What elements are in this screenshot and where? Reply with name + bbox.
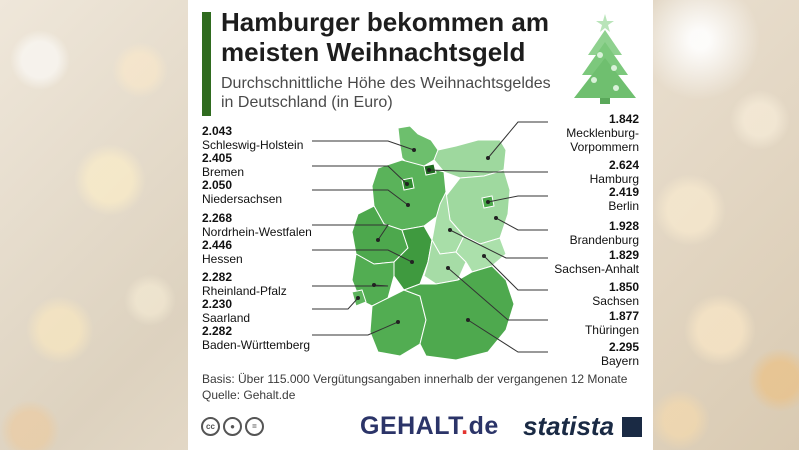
logo-row: cc ● = GEHALT.de statista	[188, 405, 653, 445]
map-schleswig-holstein	[397, 125, 439, 167]
state-markers	[356, 148, 498, 324]
label-schleswig-holstein: 2.043 Schleswig-Holstein	[202, 124, 304, 152]
label-hessen: 2.446 Hessen	[202, 238, 243, 266]
label-thueringen: 1.877 Thüringen	[584, 309, 639, 337]
label-berlin: 2.419 Berlin	[608, 185, 639, 213]
germany-map	[312, 121, 548, 361]
source-note: Quelle: Gehalt.de	[202, 388, 296, 402]
label-sachsen: 1.850 Sachsen	[592, 280, 639, 308]
leader-lines-left	[312, 140, 415, 336]
label-bayern: 2.295 Bayern	[600, 340, 639, 368]
infographic-card: Hamburger bekommen am meisten Weihnachts…	[188, 0, 653, 450]
label-niedersachsen: 2.050 Niedersachsen	[202, 178, 283, 206]
christmas-tree-icon	[574, 14, 636, 104]
label-hamburg: 2.624 Hamburg	[589, 158, 639, 186]
creative-commons-icons[interactable]: cc ● =	[201, 417, 264, 436]
label-rheinland-pfalz: 2.282 Rheinland-Pfalz	[202, 270, 287, 298]
label-sachsen-anhalt: 1.829 Sachsen-Anhalt	[554, 248, 639, 276]
cc-icon[interactable]: cc	[201, 417, 220, 436]
label-mecklenburg-vorpommern: 1.842 Mecklenburg- Vorpommern	[566, 112, 639, 154]
statista-mark-icon	[622, 417, 642, 437]
page-title: Hamburger bekommen am meisten Weihnachts…	[221, 7, 549, 67]
label-saarland: 2.230 Saarland	[202, 297, 251, 325]
basis-note: Basis: Über 115.000 Vergütungsangaben in…	[202, 372, 628, 386]
map-bayern	[402, 265, 515, 361]
nd-icon[interactable]: =	[245, 417, 264, 436]
map-niedersachsen	[371, 159, 447, 231]
footer-notes: Basis: Über 115.000 Vergütungsangaben in…	[202, 371, 627, 403]
label-nordrhein-westfalen: 2.268 Nordrhein-Westfalen	[202, 211, 312, 239]
label-bremen: 2.405 Bremen	[202, 151, 245, 179]
subtitle: Durchschnittliche Höhe des Weihnachtsgel…	[221, 75, 551, 111]
label-baden-wuerttemberg: 2.282 Baden-Württemberg	[202, 324, 311, 352]
gehalt-logo[interactable]: GEHALT.de	[360, 412, 499, 440]
leader-lines-right	[428, 121, 548, 353]
map-sachsen	[455, 235, 507, 273]
by-icon[interactable]: ●	[223, 417, 242, 436]
title-accent-bar	[202, 12, 211, 116]
label-brandenburg: 1.928 Brandenburg	[569, 219, 639, 247]
statista-logo[interactable]: statista	[523, 411, 615, 441]
